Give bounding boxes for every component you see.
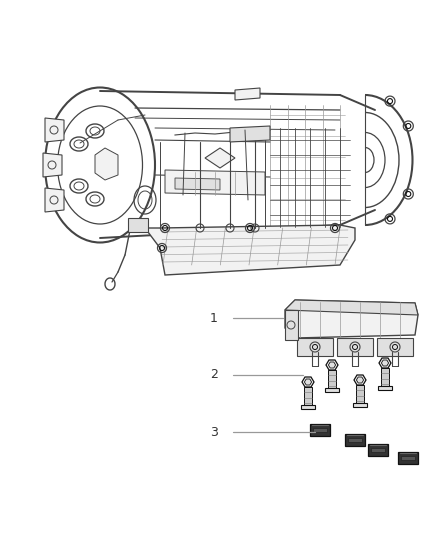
Polygon shape [301,405,315,409]
Polygon shape [285,300,418,315]
Polygon shape [45,118,64,142]
Polygon shape [401,456,415,461]
Polygon shape [285,310,298,340]
Polygon shape [285,300,418,338]
Polygon shape [368,444,388,456]
Polygon shape [45,188,64,212]
Polygon shape [326,360,338,370]
Polygon shape [356,385,364,403]
Polygon shape [165,170,265,195]
Polygon shape [43,153,62,177]
Polygon shape [175,178,220,190]
Polygon shape [128,218,148,232]
Polygon shape [381,368,389,386]
Polygon shape [398,452,418,464]
Polygon shape [381,360,389,366]
Polygon shape [304,379,311,385]
Polygon shape [345,434,365,446]
Text: 3: 3 [210,425,218,439]
Polygon shape [145,225,355,275]
Polygon shape [302,377,314,387]
Polygon shape [310,424,330,436]
Polygon shape [230,126,270,142]
Polygon shape [328,370,336,388]
Polygon shape [377,338,413,356]
Polygon shape [304,387,312,405]
Polygon shape [313,427,327,432]
Polygon shape [357,377,364,383]
Polygon shape [379,358,391,368]
Polygon shape [353,403,367,407]
Polygon shape [378,386,392,390]
Polygon shape [95,148,118,180]
Polygon shape [337,338,373,356]
Polygon shape [205,148,235,168]
Polygon shape [371,448,385,453]
Polygon shape [328,362,336,368]
Polygon shape [354,375,366,385]
Polygon shape [348,438,362,442]
Polygon shape [235,88,260,100]
Polygon shape [297,338,333,356]
Text: 1: 1 [210,311,218,325]
Polygon shape [325,388,339,392]
Text: 2: 2 [210,368,218,382]
